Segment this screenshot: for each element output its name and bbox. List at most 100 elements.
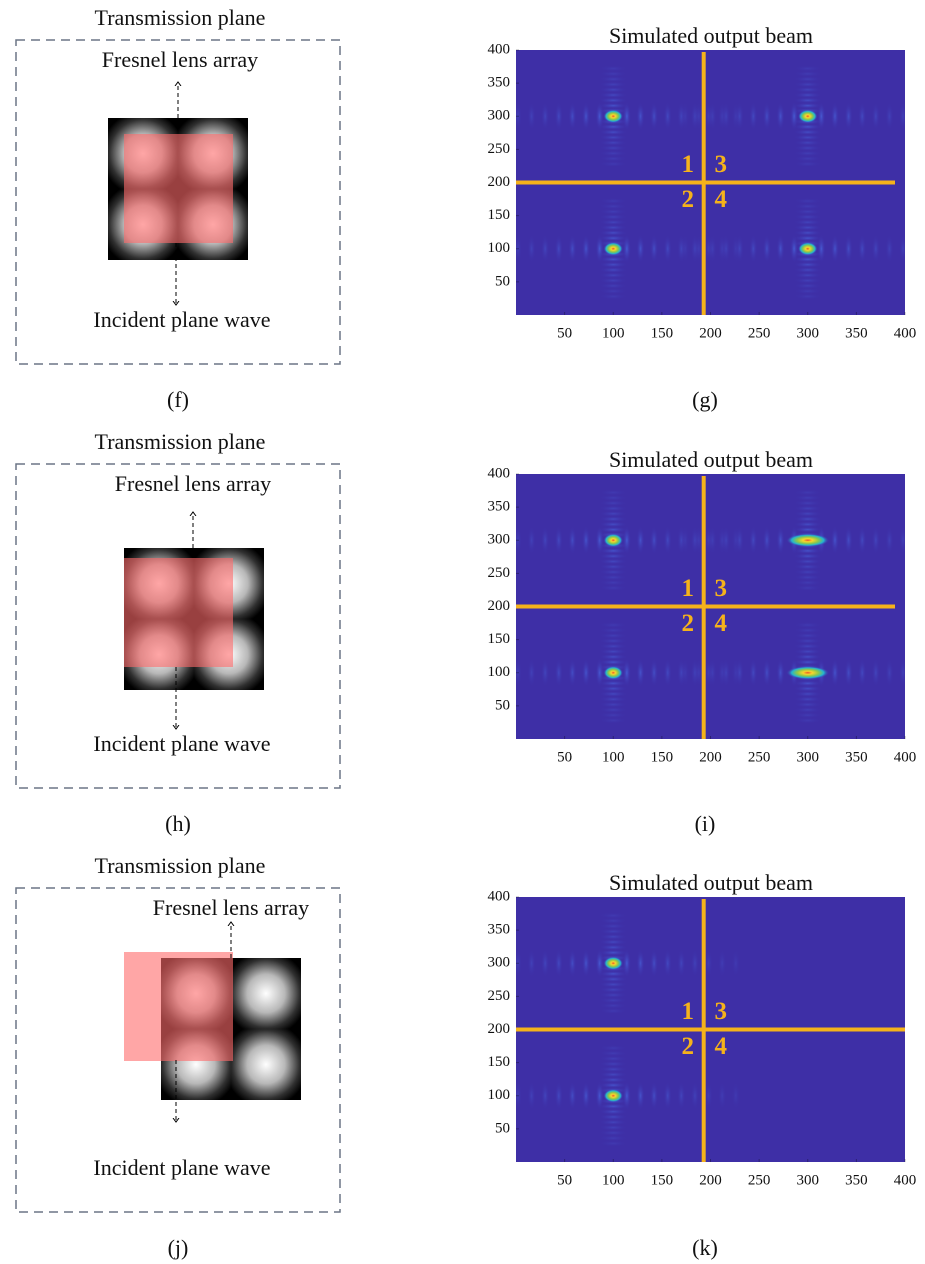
side-lobe xyxy=(636,658,645,687)
side-lobe xyxy=(749,526,758,555)
beam-spot xyxy=(603,956,623,970)
side-lobe xyxy=(599,1082,628,1089)
side-lobe xyxy=(885,234,894,263)
side-lobe xyxy=(541,949,550,978)
side-lobe xyxy=(599,1076,628,1083)
side-lobe xyxy=(793,229,822,236)
side-lobe xyxy=(595,658,604,687)
y-tick-label: 350 xyxy=(488,922,511,938)
side-lobe xyxy=(708,658,717,687)
side-lobe xyxy=(599,235,628,242)
side-lobe xyxy=(722,234,731,263)
side-lobe xyxy=(681,234,690,263)
panel-label: (i) xyxy=(695,811,716,836)
side-lobe xyxy=(599,213,628,220)
bottom-label: Incident plane wave xyxy=(93,731,270,756)
side-lobe xyxy=(830,658,839,687)
x-tick-label: 300 xyxy=(797,749,820,765)
side-lobe xyxy=(582,949,591,978)
side-lobe xyxy=(793,622,822,629)
side-lobe xyxy=(830,102,839,131)
side-lobe xyxy=(871,658,880,687)
side-lobe xyxy=(622,1081,631,1110)
side-lobe xyxy=(793,569,822,576)
side-lobe xyxy=(663,658,672,687)
y-tick-label: 350 xyxy=(488,499,511,515)
side-lobe xyxy=(731,949,740,978)
side-lobe xyxy=(793,643,822,650)
side-lobe xyxy=(599,229,628,236)
side-lobe xyxy=(599,712,628,719)
chart-title: Simulated output beam xyxy=(609,23,813,48)
quadrant-label: 3 xyxy=(714,998,727,1025)
heatmap xyxy=(516,65,905,300)
lens-cell xyxy=(231,958,301,1029)
side-lobe xyxy=(599,1071,628,1078)
dashed-frame xyxy=(15,463,341,789)
y-tick-label: 300 xyxy=(488,108,511,124)
side-lobe xyxy=(793,579,822,586)
side-lobe xyxy=(636,949,645,978)
side-lobe xyxy=(793,717,822,724)
y-tick-label: 300 xyxy=(488,955,511,971)
side-lobe xyxy=(599,680,628,687)
side-lobe xyxy=(599,70,628,77)
side-lobe xyxy=(599,653,628,660)
side-lobe xyxy=(793,500,822,507)
side-lobe xyxy=(599,155,628,162)
side-lobe xyxy=(599,198,628,205)
side-lobe xyxy=(582,234,591,263)
side-lobe xyxy=(599,494,628,501)
side-lobe xyxy=(913,526,921,554)
side-lobe xyxy=(599,203,628,210)
side-lobe xyxy=(793,97,822,104)
heatmap xyxy=(516,489,921,724)
y-tick-label: 250 xyxy=(488,565,511,581)
side-lobe xyxy=(554,949,563,978)
side-lobe xyxy=(793,293,822,300)
chart-title: Simulated output beam xyxy=(609,870,813,895)
side-lobe xyxy=(595,949,604,978)
side-lobe xyxy=(599,1135,628,1142)
side-lobe xyxy=(790,102,799,131)
side-lobe xyxy=(595,102,604,131)
x-tick-label: 400 xyxy=(894,749,917,765)
x-tick-label: 150 xyxy=(651,749,674,765)
side-lobe xyxy=(636,102,645,131)
side-lobe xyxy=(793,129,822,136)
side-lobe xyxy=(599,659,628,666)
side-lobe xyxy=(599,510,628,517)
side-lobe xyxy=(599,981,628,988)
quadrant-label: 3 xyxy=(714,575,727,602)
side-lobe xyxy=(731,1081,740,1110)
side-lobe xyxy=(599,997,628,1004)
side-lobe xyxy=(527,234,536,263)
side-lobe xyxy=(568,1081,577,1110)
side-lobe xyxy=(718,949,727,978)
side-lobe xyxy=(582,102,591,131)
side-lobe xyxy=(793,256,822,263)
x-tick-label: 350 xyxy=(845,325,868,341)
side-lobe xyxy=(793,261,822,268)
side-lobe xyxy=(599,505,628,512)
side-lobe xyxy=(650,1081,659,1110)
side-lobe xyxy=(762,658,771,687)
y-tick-label: 150 xyxy=(488,631,511,647)
side-lobe xyxy=(749,658,758,687)
side-lobe xyxy=(793,632,822,639)
y-tick-label: 150 xyxy=(488,1054,511,1070)
side-lobe xyxy=(694,102,703,131)
y-tick-label: 200 xyxy=(488,174,511,190)
quadrant-label: 1 xyxy=(681,998,694,1025)
side-lobe xyxy=(793,648,822,655)
side-lobe xyxy=(793,627,822,634)
diagram-title: Transmission plane xyxy=(95,5,266,30)
side-lobe xyxy=(793,203,822,210)
side-lobe xyxy=(541,234,550,263)
side-lobe xyxy=(599,944,628,951)
x-tick-label: 400 xyxy=(894,1172,917,1188)
panel-label: (h) xyxy=(165,811,191,836)
side-lobe xyxy=(793,277,822,284)
panel-label: (f) xyxy=(167,387,189,412)
